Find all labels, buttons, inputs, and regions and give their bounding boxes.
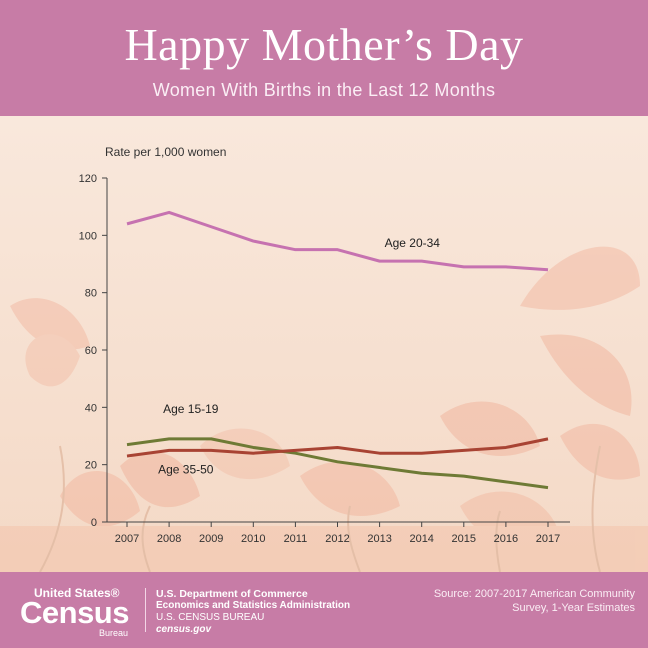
y-tick-label: 20: [85, 460, 97, 472]
admin-name: Economics and Statistics Administration: [156, 600, 351, 611]
series-line-1: [126, 210, 549, 272]
y-tick-label: 0: [91, 517, 97, 529]
x-tick-label: 2011: [284, 533, 308, 545]
page-title: Happy Mother’s Day: [124, 19, 524, 70]
y-tick-label: 120: [79, 173, 97, 185]
series-line-2: [126, 437, 549, 490]
logo-census: Census: [20, 595, 129, 630]
source-note: Source: 2007-2017 American Community Sur…: [434, 587, 635, 615]
x-tick-label: 2017: [536, 533, 560, 545]
flower-background-illustration: [0, 246, 648, 572]
y-axis-label: Rate per 1,000 women: [105, 145, 226, 159]
bureau-name: U.S. CENSUS BUREAU: [156, 612, 265, 623]
page-subtitle: Women With Births in the Last 12 Months: [152, 80, 496, 100]
y-tick-label: 100: [79, 230, 97, 242]
footer-bar: United States® Census Bureau U.S. Depart…: [0, 572, 648, 648]
x-tick-label: 2013: [367, 533, 391, 545]
header-banner: Happy Mother’s Day Women With Births in …: [0, 0, 648, 116]
x-tick-label: 2015: [452, 533, 476, 545]
x-tick-label: 2007: [115, 533, 139, 545]
y-tick-label: 60: [85, 345, 97, 357]
series-label-3: Age 35-50: [158, 462, 214, 476]
y-tick-label: 80: [85, 288, 97, 300]
series-line-3: [126, 437, 549, 458]
website-link[interactable]: census.gov: [156, 624, 212, 635]
logo-bureau: Bureau: [99, 628, 129, 638]
source-line-2: Survey, 1-Year Estimates: [512, 602, 635, 614]
source-line-1: Source: 2007-2017 American Community: [433, 588, 635, 600]
chart-panel: Rate per 1,000 women 0 20 40 60 80 100 120 200…: [0, 116, 648, 572]
census-bureau-logo: United States® Census Bureau: [20, 586, 135, 638]
footer-divider: [145, 588, 146, 632]
x-tick-label: 2009: [199, 533, 223, 545]
x-tick-label: 2014: [409, 533, 433, 545]
series-label-1: Age 20-34: [385, 236, 441, 250]
logo-united-states: United States®: [34, 586, 120, 600]
y-tick-label: 40: [85, 402, 97, 414]
x-tick-label: 2010: [241, 533, 265, 545]
x-tick-label: 2012: [325, 533, 349, 545]
series-label-2: Age 15-19: [163, 402, 219, 416]
line-chart: Rate per 1,000 women 0 20 40 60 80 100 120 200…: [79, 145, 570, 545]
x-tick-label: 2008: [157, 533, 181, 545]
x-tick-label: 2016: [494, 533, 518, 545]
agency-block: U.S. Department of Commerce Economics an…: [156, 588, 350, 636]
dept-name: U.S. Department of Commerce: [156, 588, 308, 600]
